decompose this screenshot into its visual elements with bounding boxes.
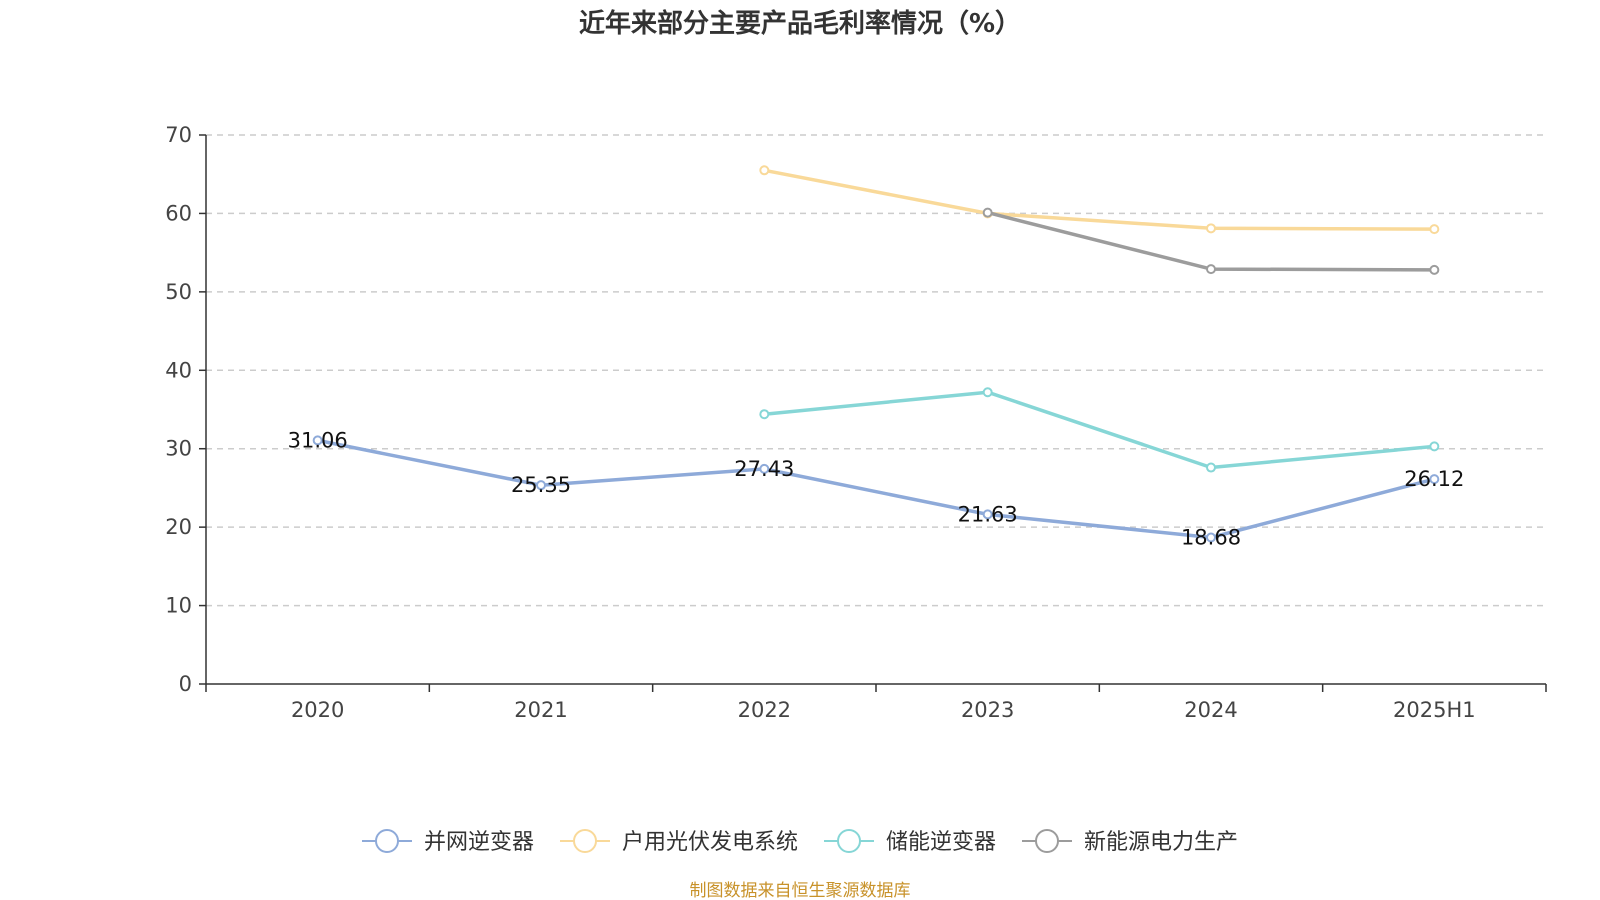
data-point <box>312 435 323 446</box>
data-point <box>536 480 546 491</box>
x-tick-label: 2022 <box>738 698 791 722</box>
data-point <box>1206 532 1216 543</box>
data-point <box>759 463 770 474</box>
series-lines <box>312 165 1440 543</box>
y-tick-label: 50 <box>165 280 192 304</box>
data-point <box>1429 474 1440 485</box>
axes: 0 10 20 30 40 50 60 70 2020 2021 2022 2023 2024 2025H… <box>165 123 1547 722</box>
y-tick-label: 40 <box>165 358 192 382</box>
y-tick-label: 30 <box>165 437 192 461</box>
legend-swatch-marker <box>1035 829 1059 853</box>
x-tick-label: 2024 <box>1184 698 1237 722</box>
data-point <box>1429 224 1440 235</box>
data-point <box>759 409 770 420</box>
legend-swatch-marker <box>375 829 399 853</box>
legend-swatch-marker <box>837 829 861 853</box>
y-tick-label: 70 <box>165 123 192 147</box>
data-point <box>759 165 770 176</box>
source-note: 制图数据来自恒生聚源数据库 <box>690 881 911 900</box>
legend-label: 新能源电力生产 <box>1084 830 1238 855</box>
legend-label: 储能逆变器 <box>886 830 996 855</box>
data-label: 27.43 <box>734 457 794 481</box>
data-point <box>1206 264 1216 275</box>
data-point <box>1206 223 1216 234</box>
series-line <box>317 438 1435 540</box>
legend: 并网逆变器 户用光伏发电系统 储能逆变器 新能源电力生产 <box>362 829 1238 855</box>
series-line <box>763 168 1435 231</box>
data-label: 25.35 <box>511 473 571 497</box>
data-label: 31.06 <box>288 428 348 452</box>
series-line <box>987 210 1435 272</box>
chart-title: 近年来部分主要产品毛利率情况（%） <box>579 8 1021 39</box>
data-point <box>1206 462 1216 473</box>
data-point <box>982 207 993 218</box>
x-tick-label: 2023 <box>961 698 1014 722</box>
data-point <box>1429 264 1440 275</box>
data-label: 18.68 <box>1181 525 1241 549</box>
x-tick-label: 2020 <box>291 698 344 722</box>
data-label: 21.63 <box>958 502 1018 526</box>
grid-lines <box>206 134 1546 607</box>
data-point <box>982 509 993 520</box>
legend-label: 户用光伏发电系统 <box>622 830 798 855</box>
x-tick-label: 2021 <box>514 698 567 722</box>
y-tick-label: 0 <box>179 672 192 696</box>
legend-swatch-marker <box>573 829 597 853</box>
data-labels: 31.06 25.35 27.43 21.63 18.68 26.12 <box>288 428 1465 549</box>
y-tick-label: 60 <box>165 201 192 225</box>
y-tick-label: 20 <box>165 515 192 539</box>
data-point <box>982 387 993 398</box>
x-tick-label: 2025H1 <box>1393 698 1476 722</box>
series-line <box>764 390 1435 470</box>
data-label: 26.12 <box>1404 467 1464 491</box>
y-tick-label: 10 <box>165 594 192 618</box>
data-point <box>1429 441 1440 452</box>
legend-label: 并网逆变器 <box>424 830 534 855</box>
